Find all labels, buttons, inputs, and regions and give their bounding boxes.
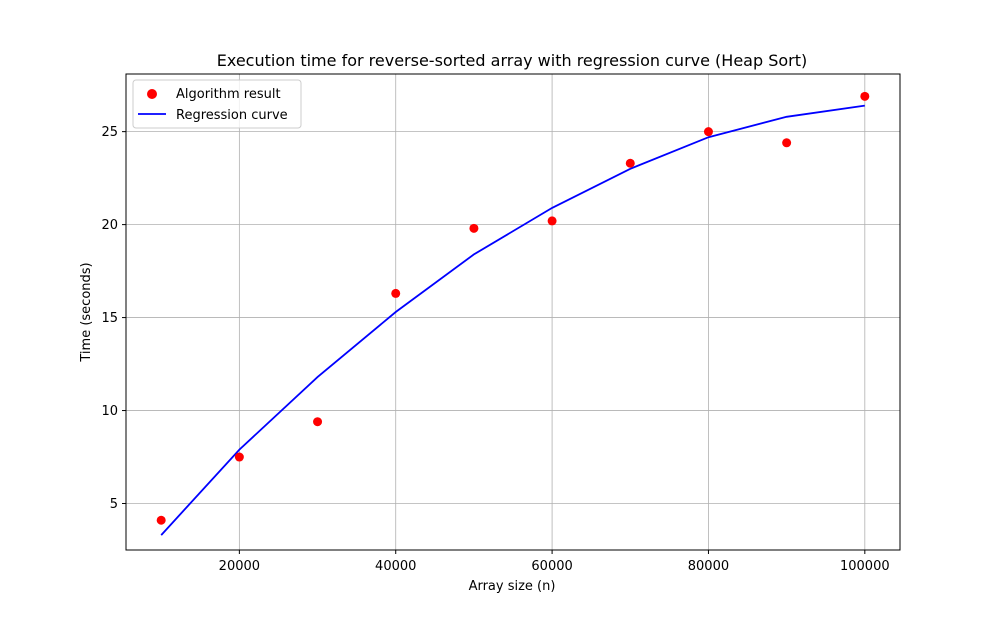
legend-label-regression-curve: Regression curve <box>176 108 288 123</box>
data-point <box>547 216 557 226</box>
legend-marker-algorithm-result <box>147 89 157 99</box>
regression-curve-line <box>160 104 865 536</box>
data-point <box>860 91 870 101</box>
data-point <box>703 127 713 137</box>
legend-label-algorithm-result: Algorithm result <box>176 87 281 102</box>
legend: Algorithm result Regression curve <box>132 79 302 129</box>
data-point <box>234 452 244 462</box>
data-point <box>391 288 401 298</box>
y-tick-label: 5 <box>110 497 118 512</box>
chart-title: Execution time for reverse-sorted array … <box>217 51 808 70</box>
y-axis-label: Time (seconds) <box>79 262 94 362</box>
x-tick-label: 100000 <box>840 559 890 574</box>
x-tick-label: 80000 <box>688 559 729 574</box>
y-tick-label: 20 <box>101 218 118 233</box>
data-point <box>469 223 479 233</box>
plot-frame <box>125 73 901 551</box>
legend-box <box>132 79 302 129</box>
data-point <box>313 417 323 427</box>
data-point <box>782 138 792 148</box>
y-tick-label: 15 <box>101 311 118 326</box>
y-tick-label: 10 <box>101 404 118 419</box>
ticks: 20000 40000 60000 80000 100000 5 10 15 20 25 <box>101 125 889 574</box>
series-layer <box>156 91 870 536</box>
data-point <box>156 515 166 525</box>
x-tick-label: 20000 <box>219 559 260 574</box>
data-point <box>625 158 635 168</box>
y-tick-label: 25 <box>101 125 118 140</box>
x-tick-label: 40000 <box>375 559 416 574</box>
x-axis-label: Array size (n) <box>469 579 556 594</box>
x-tick-label: 60000 <box>531 559 572 574</box>
